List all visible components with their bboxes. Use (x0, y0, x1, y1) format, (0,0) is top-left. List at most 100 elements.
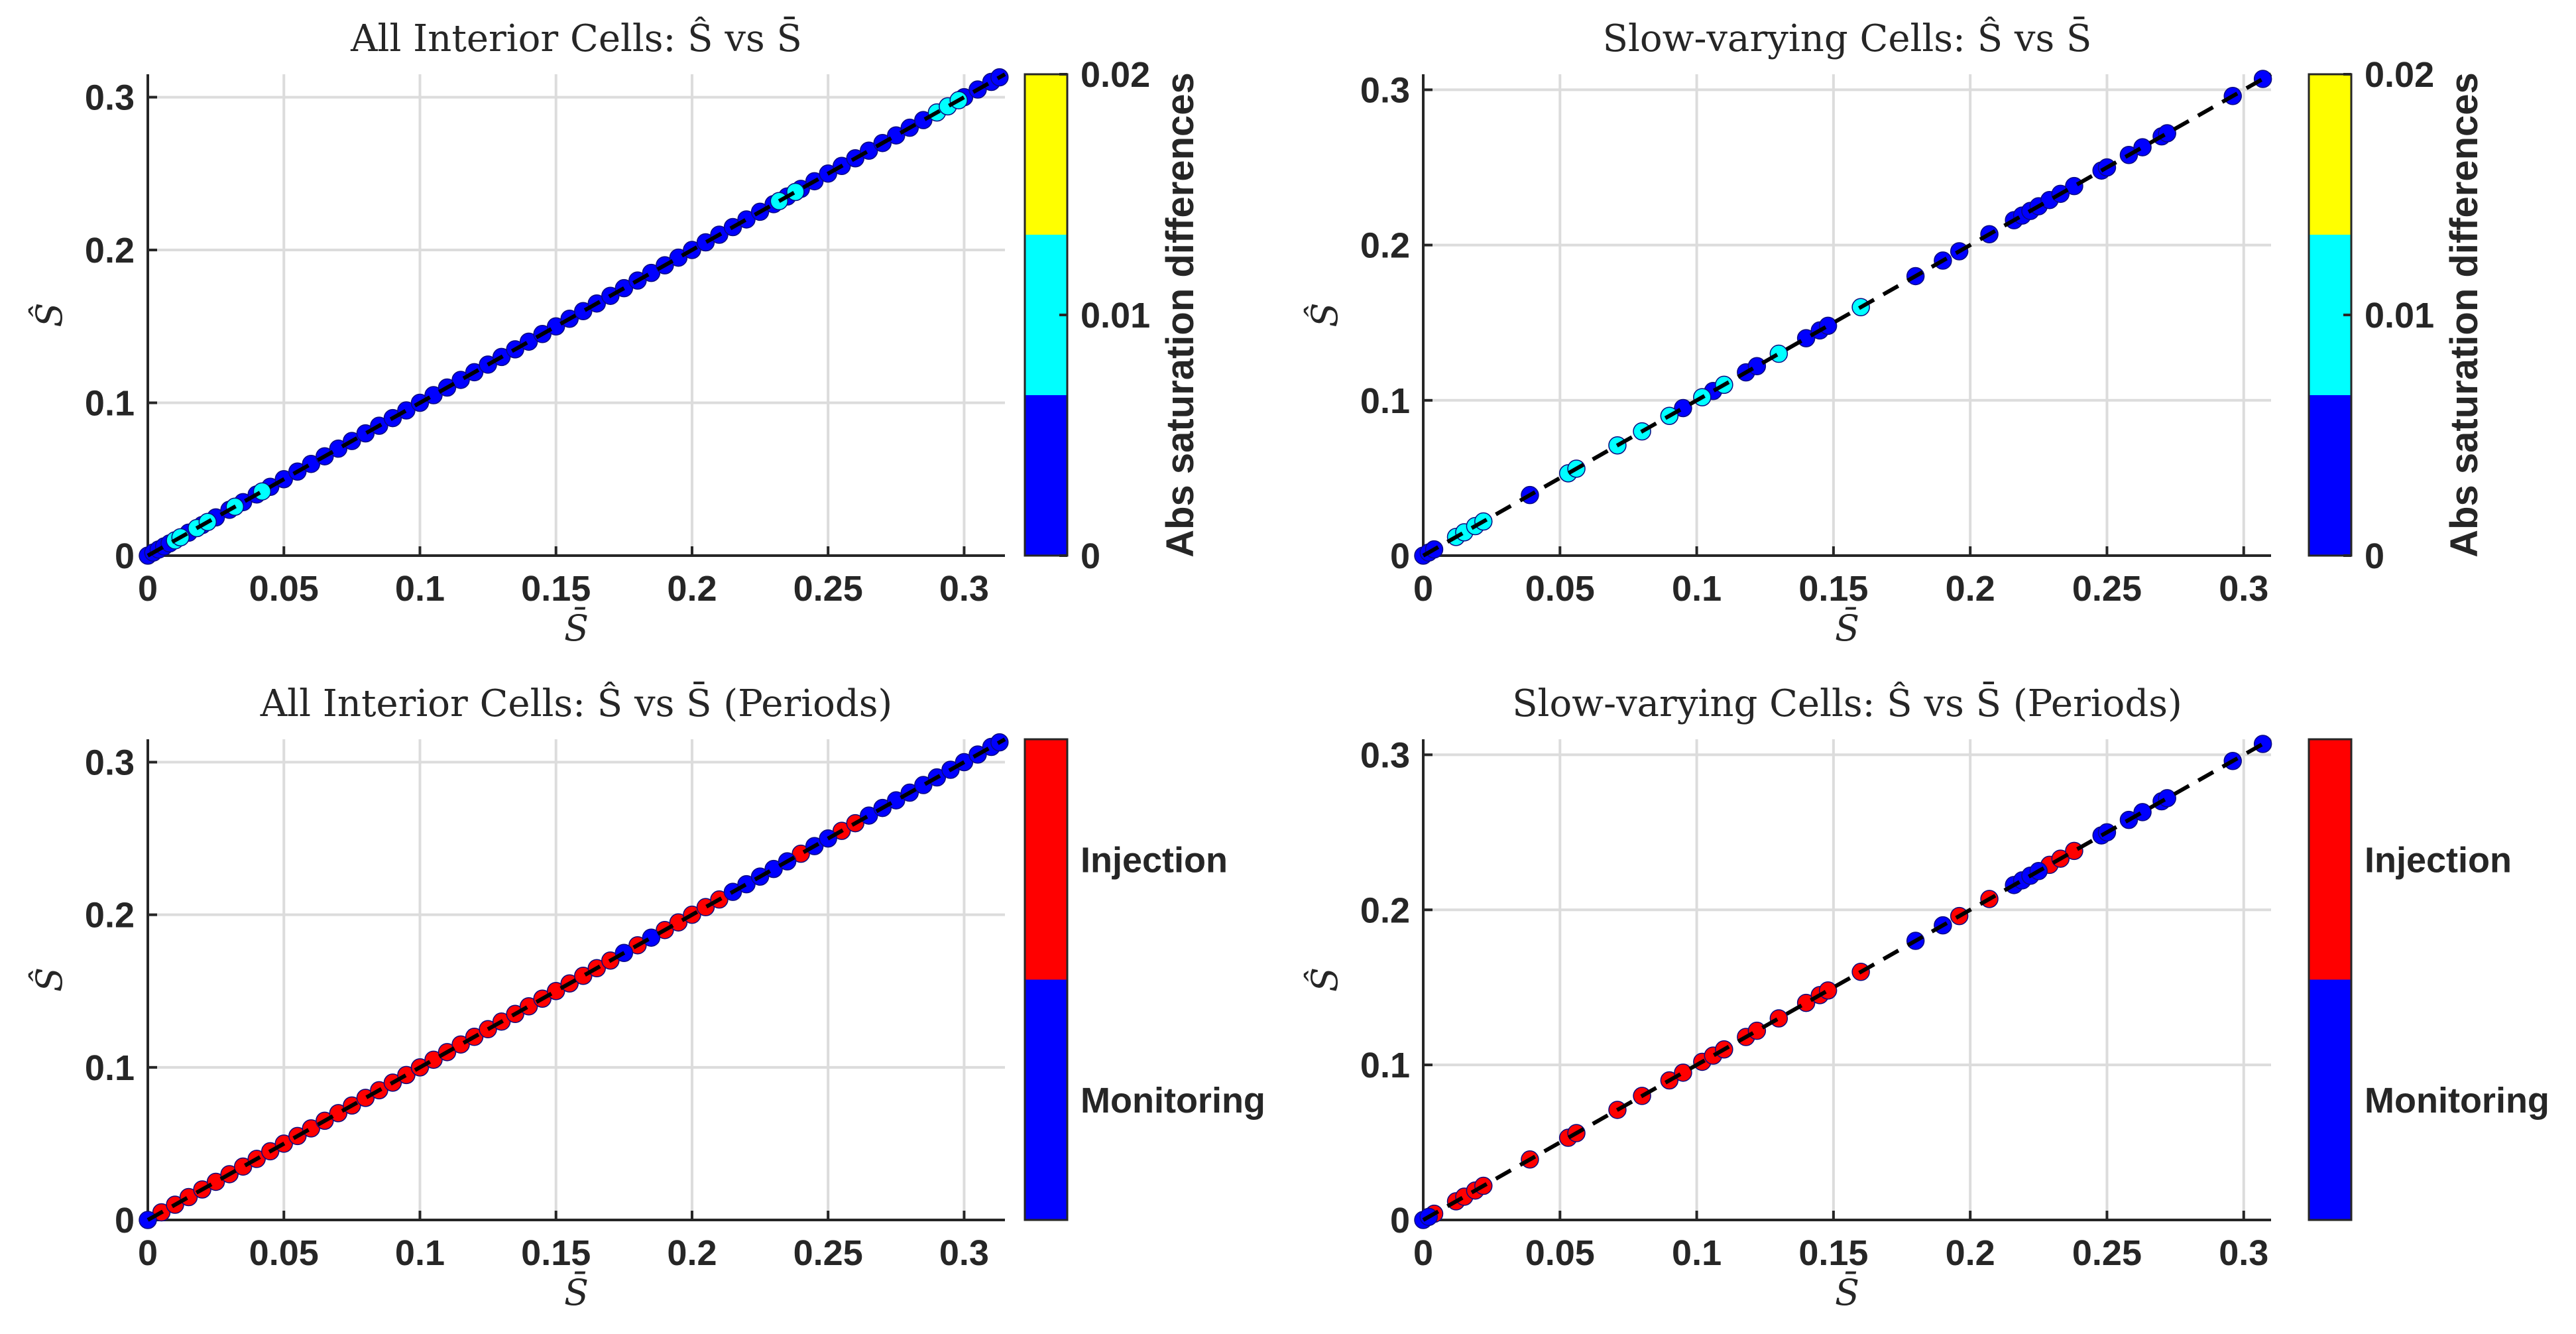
subplot-p1: 0 0.05 0.1 0.15 0.2 0.25 0.3 0 0.1 0.2 0.3 All Inte… (28, 16, 1202, 649)
colorbar-segment (2309, 395, 2351, 556)
y-tick-label: 0.2 (85, 231, 135, 271)
x-tick-label: 0 (1413, 1233, 1433, 1273)
x-tick-label: 0.1 (395, 1233, 445, 1273)
colorbar-tick-label: 0.02 (1081, 55, 1150, 95)
colorbar: 0 0.01 0.02 Abs saturation differences (1024, 55, 1202, 576)
colorbar-tick-label: 0 (2365, 536, 2384, 576)
scatter-point-blue (1818, 316, 1838, 335)
y-tick-label: 0.1 (1360, 381, 1410, 421)
colorbar: Monitoring Injection (2308, 738, 2549, 1221)
x-tick-label: 0 (138, 569, 158, 609)
scatter-point-monitoring (2158, 789, 2176, 808)
colorbar-tick-label: 0.01 (2365, 296, 2434, 335)
scatter-point-injection (1674, 1063, 1692, 1082)
colorbar-category-label: Injection (2365, 840, 2512, 880)
scatter-point-cyan (1769, 344, 1788, 363)
colorbar-tick-label: 0.01 (1081, 296, 1150, 335)
colorbar-segment (2309, 979, 2351, 1220)
scatter-point-monitoring (2253, 735, 2272, 753)
colorbar-segment (1025, 395, 1067, 556)
y-axis-label: Ŝ (28, 967, 70, 992)
x-tick-label: 0.3 (939, 569, 989, 609)
x-tick-label: 0.25 (793, 569, 863, 609)
x-axis-label: S̄ (1835, 607, 1859, 649)
y-tick-label: 0.3 (1360, 735, 1410, 775)
y-tick-label: 0 (1390, 536, 1410, 576)
colorbar-category-label: Monitoring (1081, 1081, 1265, 1121)
y-axis-label: Ŝ (1303, 967, 1346, 992)
scatter-point-blue (2253, 70, 2272, 88)
x-axis-label: S̄ (564, 1271, 589, 1313)
scatter-point-blue (2133, 138, 2152, 156)
colorbar-segment (1025, 979, 1067, 1220)
y-tick-label: 0 (115, 1201, 135, 1241)
x-tick-label: 0.1 (395, 569, 445, 609)
x-tick-label: 0.3 (2219, 1233, 2268, 1273)
y-tick-label: 0.2 (85, 896, 135, 936)
subplot-p3: 0 0.05 0.1 0.15 0.2 0.25 0.3 0 0.1 0.2 0.3 All Inte… (28, 681, 1265, 1313)
reference-line-y-equals-x (146, 737, 1006, 1222)
y-tick-label: 0.3 (1360, 70, 1410, 110)
y-tick-label: 0.3 (85, 78, 135, 118)
subplot-p4: 0 0.05 0.1 0.15 0.2 0.25 0.3 0 0.1 0.2 0.3 Slow-var… (1303, 681, 2549, 1313)
x-tick-label: 0.1 (1672, 569, 1722, 609)
x-tick-label: 0.25 (2072, 1233, 2142, 1273)
reference-line-y-equals-x (1422, 737, 2272, 1222)
colorbar-segment (2309, 739, 2351, 980)
colorbar: 0 0.01 0.02 Abs saturation differences (2308, 55, 2486, 576)
colorbar-frame (1024, 738, 1069, 1221)
x-tick-label: 0.05 (249, 569, 319, 609)
scatter-point-blue (2065, 176, 2083, 196)
y-tick-label: 0 (1390, 1201, 1410, 1241)
x-tick-label: 0.05 (1525, 1233, 1595, 1273)
x-tick-label: 0.2 (667, 1233, 717, 1273)
colorbar-segment (1025, 739, 1067, 980)
x-tick-label: 0.15 (1798, 569, 1868, 609)
chart-title: All Interior Cells: Ŝ vs S̄ (350, 16, 802, 60)
y-axis-label: Ŝ (1303, 303, 1346, 328)
x-axis-label: S̄ (564, 607, 589, 649)
x-tick-label: 0.1 (1672, 1233, 1722, 1273)
y-tick-label: 0 (115, 536, 135, 576)
scatter-point-injection (2065, 841, 2083, 861)
scatter-point-injection (1769, 1009, 1788, 1028)
colorbar-category-label: Monitoring (2365, 1081, 2549, 1121)
scatter-point-monitoring (642, 928, 661, 947)
colorbar: Monitoring Injection (1024, 738, 1265, 1221)
reference-line-y-equals-x (1422, 72, 2272, 558)
x-tick-label: 0.25 (793, 1233, 863, 1273)
y-tick-label: 0.2 (1360, 226, 1410, 266)
x-axis-label: S̄ (1835, 1271, 1859, 1313)
chart-title: Slow-varying Cells: Ŝ vs S̄ (Periods) (1512, 681, 2182, 725)
x-tick-label: 0 (1413, 569, 1433, 609)
scatter-point-blue (1747, 357, 1767, 376)
y-tick-label: 0.3 (85, 743, 135, 783)
x-tick-label: 0.3 (2219, 569, 2268, 609)
colorbar-label: Abs saturation differences (2443, 72, 2486, 558)
colorbar-category-label: Injection (1081, 840, 1228, 880)
chart-title: All Interior Cells: Ŝ vs S̄ (Periods) (260, 681, 893, 725)
y-tick-label: 0.1 (85, 1048, 135, 1088)
chart-title: Slow-varying Cells: Ŝ vs S̄ (1603, 16, 2092, 60)
colorbar-segment (2309, 74, 2351, 235)
x-tick-label: 0.2 (1946, 569, 1995, 609)
scatter-point-blue (2158, 124, 2176, 143)
colorbar-label: Abs saturation differences (1159, 72, 1202, 558)
colorbar-segment (1025, 74, 1067, 235)
x-tick-label: 0.05 (1525, 569, 1595, 609)
scatter-point-monitoring (2133, 803, 2152, 821)
y-axis-label: Ŝ (28, 303, 70, 328)
colorbar-frame (2308, 738, 2353, 1221)
subplot-p2: 0 0.05 0.1 0.15 0.2 0.25 0.3 0 0.1 0.2 0.3 Slow-var… (1303, 16, 2486, 649)
x-tick-label: 0.2 (1946, 1233, 1995, 1273)
x-tick-label: 0.3 (939, 1233, 989, 1273)
scatter-point-injection (1818, 981, 1838, 1000)
scatter-point-cyan (253, 482, 272, 501)
colorbar-tick-label: 0.02 (2365, 55, 2434, 95)
x-tick-label: 0.15 (521, 1233, 591, 1273)
colorbar-tick-label: 0 (1081, 536, 1100, 576)
x-tick-label: 0.2 (667, 569, 717, 609)
scatter-point-cyan (786, 182, 805, 202)
x-tick-label: 0.15 (1798, 1233, 1868, 1273)
